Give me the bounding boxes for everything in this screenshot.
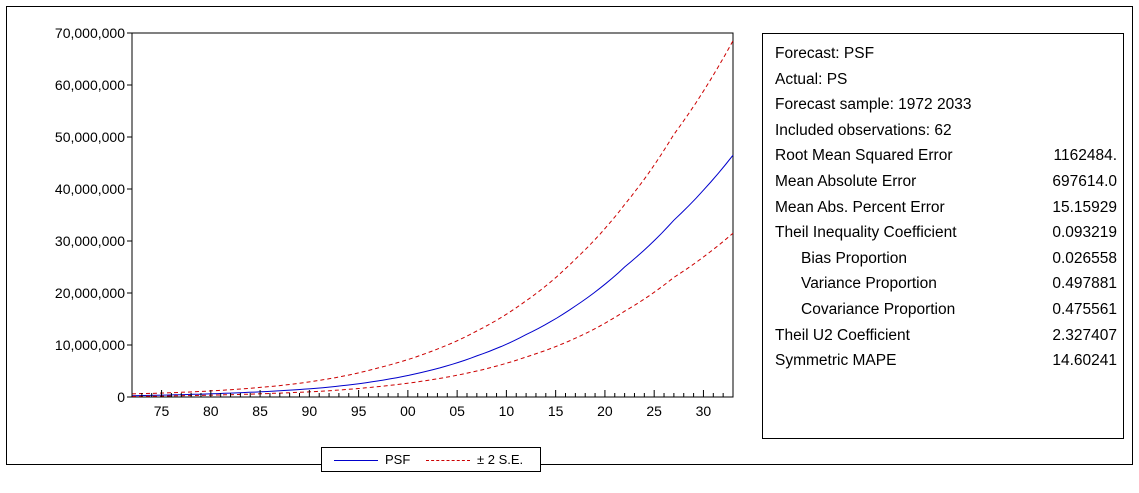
y-tick-label: 20,000,000: [55, 285, 125, 301]
stat-label: Mean Abs. Percent Error: [775, 198, 945, 216]
stat-row: Mean Abs. Percent Error 15.15929: [763, 195, 1123, 221]
stat-label: Forecast sample: 1972 2033: [775, 96, 972, 114]
forecast-statistics-panel: Forecast: PSF Actual: PS Forecast sample: …: [762, 33, 1124, 439]
stat-label: Included observations: 62: [775, 121, 952, 139]
stat-value: 0.026558: [1052, 249, 1117, 267]
x-tick-label: 80: [203, 403, 219, 419]
stat-row: Covariance Proportion 0.475561: [763, 297, 1123, 323]
series-upper-se-line: [131, 40, 734, 395]
stat-row: Symmetric MAPE 14.60241: [763, 348, 1123, 374]
y-tick-label: 50,000,000: [55, 129, 125, 145]
legend-se-label: ± 2 S.E.: [477, 452, 524, 467]
x-tick-label: 75: [154, 403, 170, 419]
stat-row: Root Mean Squared Error 1162484.: [763, 143, 1123, 169]
stat-label: Covariance Proportion: [801, 301, 956, 318]
stat-value: 0.497881: [1052, 275, 1117, 293]
stat-value: 14.60241: [1052, 352, 1117, 370]
x-tick-label: 85: [252, 403, 268, 419]
legend-psf-label: PSF: [385, 452, 411, 467]
stat-row: Bias Proportion 0.026558: [763, 246, 1123, 272]
stat-row: Included observations: 62: [763, 118, 1123, 144]
x-tick-label: 00: [400, 403, 416, 419]
stat-row: Forecast: PSF: [763, 41, 1123, 67]
x-tick-label: 90: [302, 403, 318, 419]
x-tick-label: 20: [597, 403, 613, 419]
stat-value: 697614.0: [1052, 173, 1117, 190]
stat-value: 2.327407: [1052, 326, 1117, 344]
series-psf-line: [131, 154, 734, 397]
y-tick-label: 30,000,000: [55, 233, 125, 249]
stat-row: Theil Inequality Coefficient 0.093219: [763, 220, 1123, 246]
x-tick-label: 10: [499, 403, 515, 419]
x-tick-label: 15: [548, 403, 564, 419]
legend-se-swatch: [426, 460, 470, 461]
series-lower-se-line: [131, 232, 734, 397]
stat-value: 0.093219: [1052, 224, 1117, 242]
stat-row: Theil U2 Coefficient 2.327407: [763, 323, 1123, 349]
stat-label: Theil Inequality Coefficient: [775, 224, 957, 242]
y-tick-label: 10,000,000: [55, 337, 125, 353]
stat-label: Mean Absolute Error: [775, 173, 917, 190]
legend: PSF ± 2 S.E.: [321, 447, 541, 472]
stat-label: Variance Proportion: [801, 275, 937, 293]
stat-value: 1162484.: [1053, 147, 1118, 165]
forecast-chart: 0 10,000,000 20,000,000 30,000,000 40,000,00…: [55, 25, 734, 419]
stat-row: Forecast sample: 1972 2033: [763, 92, 1123, 118]
y-tick-label: 70,000,000: [55, 25, 125, 41]
y-tick-label: 40,000,000: [55, 181, 125, 197]
plot-area-border: [131, 32, 734, 398]
x-tick-label: 95: [351, 403, 367, 419]
stat-row: Actual: PS: [763, 67, 1123, 93]
stat-label: Theil U2 Coefficient: [775, 326, 910, 344]
stat-row: Variance Proportion 0.497881: [763, 271, 1123, 297]
stat-value: 15.15929: [1052, 198, 1117, 216]
stat-value: 0.475561: [1052, 301, 1117, 318]
stat-label: Actual: PS: [775, 70, 848, 88]
y-tick-label: 0: [117, 389, 125, 405]
legend-psf-swatch: [334, 460, 378, 461]
stat-label: Bias Proportion: [801, 249, 907, 267]
stat-label: Root Mean Squared Error: [775, 147, 953, 165]
stat-label: Forecast: PSF: [775, 45, 875, 62]
stat-label: Symmetric MAPE: [775, 352, 897, 370]
x-tick-label: 25: [646, 403, 662, 419]
x-tick-label: 05: [449, 403, 465, 419]
x-tick-label: 30: [696, 403, 712, 419]
y-tick-label: 60,000,000: [55, 77, 125, 93]
stat-row: Mean Absolute Error 697614.0: [763, 169, 1123, 195]
